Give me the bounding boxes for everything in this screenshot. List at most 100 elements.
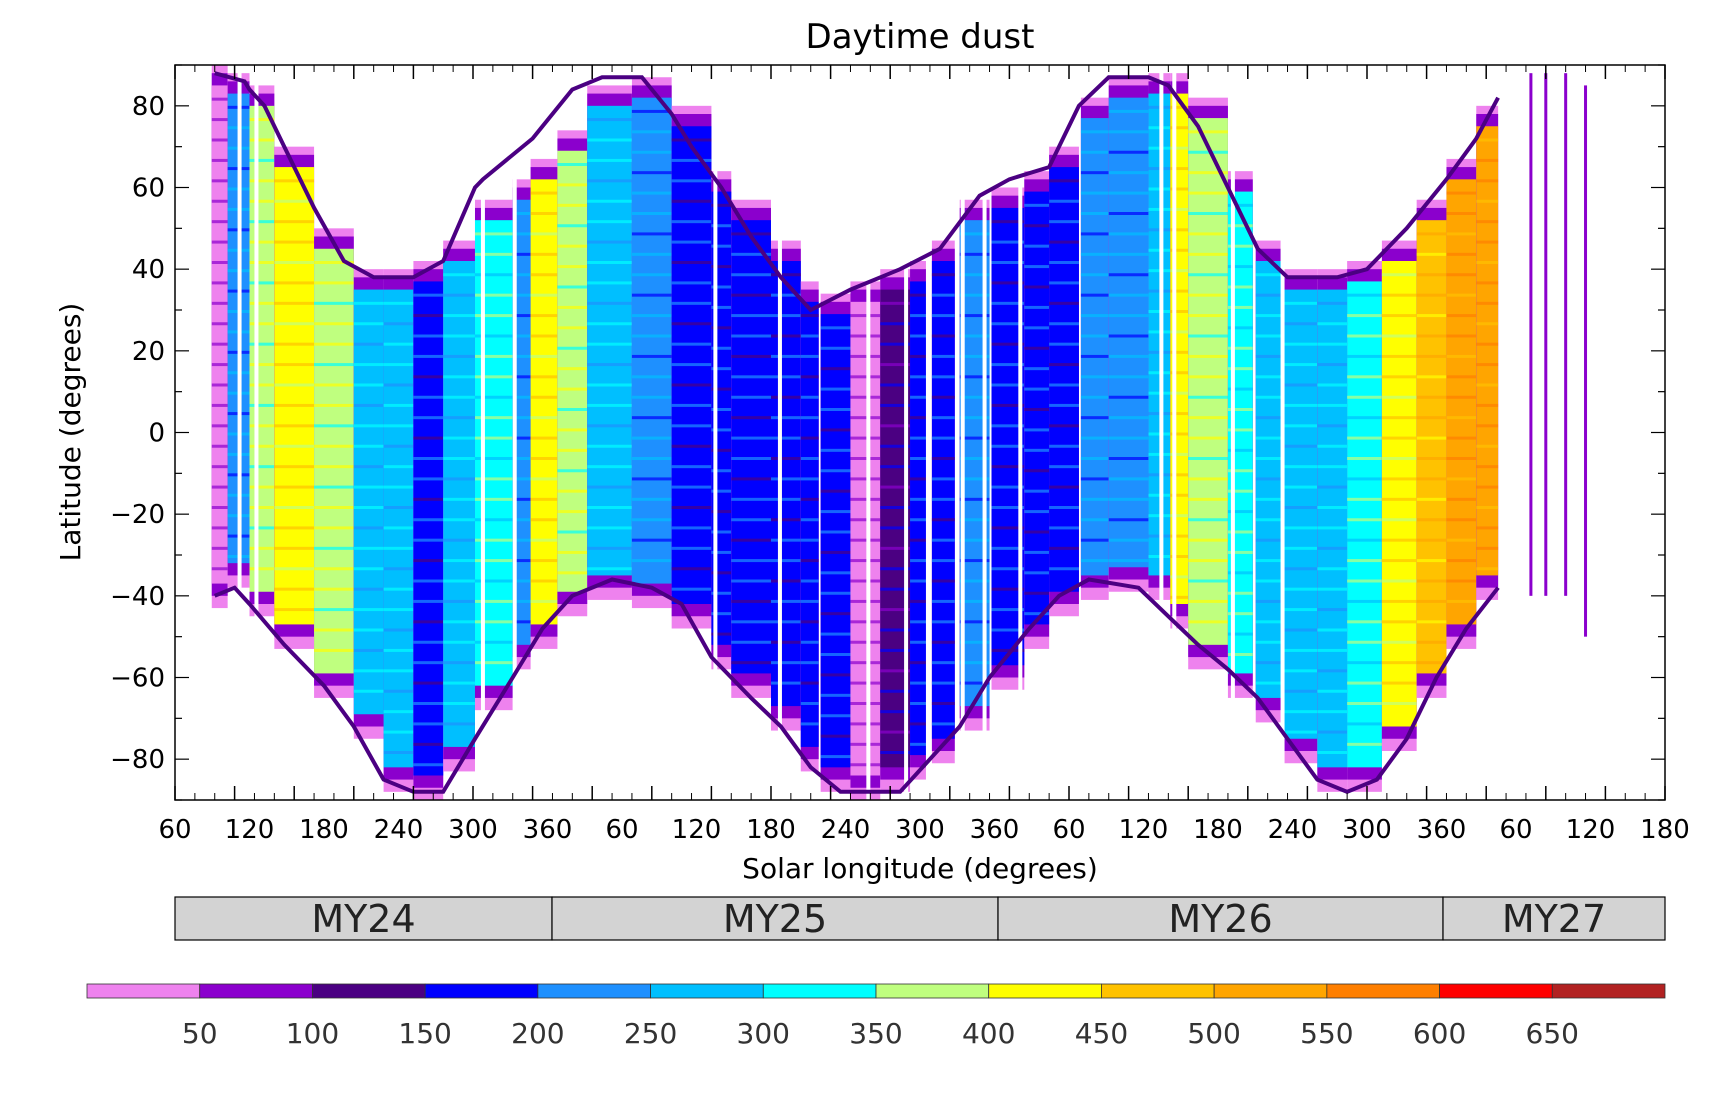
heatmap-stripe	[910, 579, 928, 583]
heatmap-stripe	[1080, 375, 1109, 379]
heatmap-stripe	[1317, 444, 1348, 448]
x-tick-label: 360	[1417, 815, 1467, 845]
heatmap-cell	[413, 281, 444, 776]
y-tick-label: 40	[132, 255, 165, 285]
heatmap-stripe	[1227, 591, 1253, 595]
heatmap-stripe	[850, 375, 881, 379]
plot-area	[211, 65, 1588, 800]
heatmap-stripe	[1416, 559, 1447, 563]
heatmap-stripe	[1476, 261, 1499, 264]
heatmap-stripe	[314, 261, 354, 264]
heatmap-stripe	[512, 538, 531, 542]
heatmap-stripe	[353, 608, 384, 612]
heatmap-stripe	[1476, 138, 1499, 142]
mars-year-label: MY25	[723, 897, 827, 941]
heatmap-stripe	[991, 342, 1025, 346]
heatmap-stripe	[1317, 669, 1348, 673]
heatmap-stripe	[1255, 395, 1283, 399]
heatmap-stripe	[1416, 314, 1447, 318]
heatmap-stripe	[512, 395, 531, 399]
heatmap-stripe	[512, 579, 531, 583]
heatmap-stripe	[1446, 416, 1477, 420]
heatmap-stripe	[1188, 314, 1228, 318]
heatmap-stripe	[474, 252, 513, 256]
heatmap-stripe	[1170, 167, 1189, 171]
heatmap-stripe	[711, 530, 732, 534]
heatmap-stripe	[1381, 681, 1417, 685]
heatmap-stripe	[800, 314, 819, 318]
y-tick-label: −80	[110, 745, 165, 775]
x-tick-label: 60	[158, 815, 191, 845]
heatmap-stripe	[880, 730, 911, 734]
heatmap-stripe	[959, 497, 990, 501]
heatmap-stripe	[800, 375, 819, 379]
heatmap-stripe	[314, 342, 354, 346]
heatmap-stripe	[850, 477, 881, 481]
colorbar-segment	[988, 983, 1102, 999]
heatmap-stripe	[1227, 653, 1253, 656]
heatmap-stripe	[1227, 448, 1253, 452]
heatmap-stripe	[1108, 212, 1149, 215]
heatmap-stripe	[800, 477, 819, 481]
heatmap-stripe	[557, 489, 588, 493]
heatmap-stripe	[731, 457, 771, 460]
heatmap-stripe	[820, 755, 851, 759]
heatmap-stripe	[1170, 207, 1189, 211]
heatmap-stripe	[711, 489, 732, 493]
heatmap-stripe	[991, 648, 1025, 652]
heatmap-stripe	[1381, 416, 1417, 420]
heatmap-stripe	[353, 485, 384, 489]
y-axis-ticks: 80 60 40 20 0 −20 −40 −60 −80	[110, 64, 1665, 801]
heatmap-stripe	[249, 138, 275, 142]
heatmap-stripe	[1188, 416, 1228, 420]
heatmap-stripe	[1476, 281, 1499, 285]
heatmap-stripe	[1446, 457, 1477, 460]
heatmap-stripe	[1381, 293, 1417, 297]
heatmap-stripe	[1227, 530, 1253, 534]
heatmap-stripe	[1476, 546, 1499, 550]
heatmap-stripe	[1476, 220, 1499, 224]
heatmap-stripe	[800, 334, 819, 338]
heatmap-stripe	[474, 354, 513, 358]
heatmap-stripe	[587, 424, 632, 428]
heatmap-stripe	[1347, 579, 1382, 583]
heatmap-stripe	[1108, 171, 1149, 175]
heatmap-stripe	[512, 599, 531, 603]
heatmap-stripe	[413, 661, 444, 665]
heatmap-stripe	[1188, 273, 1228, 277]
heatmap-stripe	[1170, 248, 1189, 252]
heatmap-stripe	[474, 477, 513, 481]
heatmap-stripe	[1347, 293, 1382, 297]
heatmap-stripe	[383, 342, 414, 346]
heatmap-stripe	[1381, 375, 1417, 379]
heatmap-stripe	[512, 497, 531, 501]
heatmap-stripe	[991, 546, 1025, 550]
heatmap-stripe	[1108, 497, 1149, 501]
heatmap-stripe	[1080, 354, 1109, 358]
heatmap-stripe	[512, 477, 531, 481]
heatmap-stripe	[850, 722, 881, 726]
heatmap-stripe	[211, 383, 228, 387]
heatmap-stripe	[631, 130, 672, 134]
heatmap-stripe	[1188, 334, 1228, 338]
heatmap-stripe	[1024, 510, 1050, 514]
heatmap-stripe	[1446, 334, 1477, 338]
heatmap-stripe	[711, 244, 732, 248]
heatmap-stripe	[820, 408, 851, 411]
heatmap-stripe	[1188, 232, 1228, 236]
heatmap-stripe	[1170, 555, 1189, 558]
heatmap-stripe	[1024, 326, 1050, 330]
heatmap-stripe	[880, 363, 911, 367]
heatmap-stripe	[631, 232, 672, 236]
heatmap-stripe	[353, 587, 384, 591]
heatmap-stripe	[443, 477, 475, 481]
heatmap-stripe	[1024, 550, 1050, 554]
heatmap-stripe	[314, 587, 354, 591]
heatmap-stripe	[383, 546, 414, 550]
heatmap-stripe	[1080, 232, 1109, 236]
heatmap-stripe	[274, 403, 315, 407]
heatmap-cell	[211, 85, 228, 584]
heatmap-stripe	[512, 518, 531, 522]
heatmap-stripe	[314, 526, 354, 530]
heatmap-stripe	[1446, 579, 1477, 583]
